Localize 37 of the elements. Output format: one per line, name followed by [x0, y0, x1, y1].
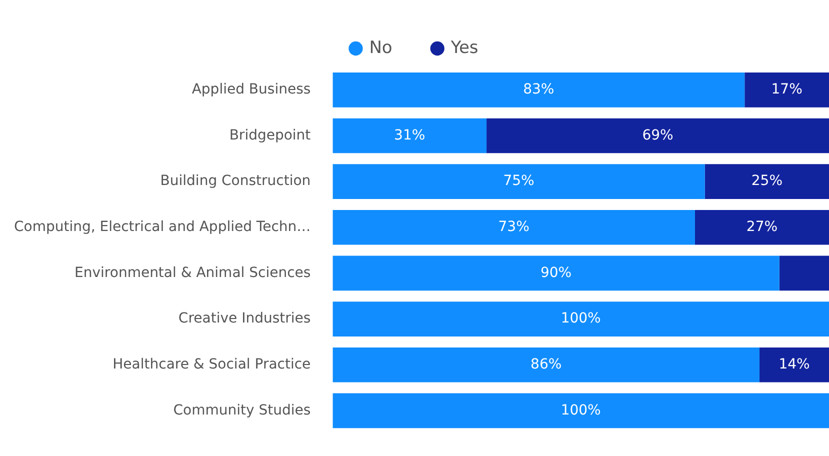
bar — [779, 256, 829, 291]
data-label: 86% — [530, 356, 562, 373]
y-tick-label: Community Studies — [173, 402, 311, 418]
y-tick-label: Applied Business — [192, 82, 311, 98]
legend-label: Yes — [450, 38, 478, 58]
data-label: 100% — [560, 310, 601, 327]
bar — [332, 118, 487, 154]
bar — [332, 210, 695, 245]
y-tick-label: Computing, Electrical and Applied Techn… — [14, 219, 311, 236]
bar — [332, 347, 760, 382]
data-label: 25% — [751, 173, 783, 190]
legend-label: No — [369, 38, 392, 58]
y-tick-label: Environmental & Animal Sciences — [74, 264, 311, 281]
bar — [332, 256, 780, 291]
bar — [704, 164, 829, 199]
y-tick-label: Healthcare & Social Practice — [112, 356, 311, 373]
bar — [694, 210, 829, 245]
y-tick-label: Creative Industries — [178, 310, 311, 327]
data-label: 73% — [498, 219, 530, 236]
data-label: 90% — [540, 264, 572, 281]
bar — [332, 164, 705, 199]
bar — [744, 72, 829, 108]
bar — [332, 302, 829, 336]
data-label: 31% — [394, 127, 426, 144]
data-label: 75% — [503, 173, 534, 190]
data-label: 83% — [523, 82, 554, 98]
y-tick-label: Bridgepoint — [229, 127, 312, 144]
data-label: 14% — [778, 356, 810, 373]
data-label: 100% — [560, 402, 601, 418]
data-label: 27% — [746, 219, 778, 236]
y-tick-label: Building Construction — [160, 173, 311, 190]
bar — [332, 72, 745, 108]
bar — [486, 118, 829, 154]
data-label: 17% — [771, 82, 802, 98]
data-label: 69% — [642, 127, 674, 144]
bar — [332, 393, 829, 428]
bar — [760, 347, 829, 382]
